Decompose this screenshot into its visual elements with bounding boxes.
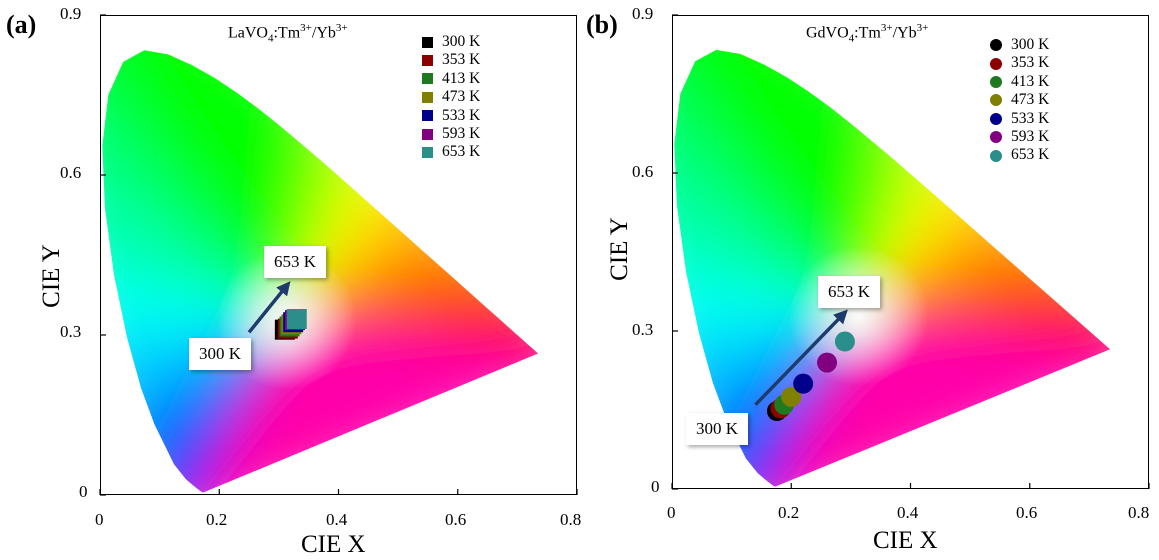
panel-b: (b) GdVO4:Tm3+/Yb3+ 0.9 0.6 0.3 0 0 0.2 …	[580, 0, 1159, 560]
y-tick-label: 0.9	[632, 4, 654, 23]
legend-item: 413 K	[990, 73, 1049, 91]
cie-chart-b	[671, 14, 1150, 490]
legend-swatch	[990, 57, 1002, 70]
legend-swatch	[990, 75, 1002, 88]
x-tick-label: 0.6	[1016, 503, 1038, 522]
y-axis-title: CIE Y	[38, 244, 65, 308]
x-tick-label: 0.4	[326, 510, 348, 529]
legend-item: 593 K	[422, 125, 480, 143]
data-point	[781, 386, 802, 407]
trend-arrow	[247, 281, 291, 334]
legend-swatch	[422, 91, 433, 103]
legend-swatch	[990, 131, 1002, 144]
legend-swatch	[422, 55, 433, 67]
legend-item: 413 K	[422, 70, 480, 88]
legend-swatch	[422, 36, 433, 48]
y-tick-label: 0.9	[60, 4, 82, 23]
y-tick-label: 0	[651, 477, 660, 496]
legend-item: 653 K	[990, 146, 1049, 164]
data-point	[286, 309, 307, 329]
legend-swatch	[422, 73, 433, 85]
legend-item: 473 K	[422, 88, 480, 106]
x-tick-label: 0.2	[206, 510, 228, 529]
panel-a: (a) LaVO4:Tm3+/Yb3+ 0.9 0.6 0.3 0 0 0.2 …	[6, 4, 582, 558]
x-tick-label: 0	[667, 503, 676, 522]
y-tick-label: 0.3	[632, 320, 654, 339]
callout-end-temp: 653 K	[818, 276, 881, 308]
legend-item: 593 K	[990, 128, 1049, 146]
panel-label: (a)	[6, 10, 37, 39]
callout-end-temp: 653 K	[264, 246, 327, 278]
y-tick-label: 0	[79, 482, 88, 501]
data-point	[817, 352, 838, 373]
x-axis-title: CIE X	[301, 531, 366, 558]
legend-swatch	[990, 94, 1002, 107]
y-tick-label: 0.3	[60, 322, 82, 341]
legend-swatch	[990, 112, 1002, 125]
chart-title: LaVO4:Tm3+/Yb3+	[228, 22, 348, 45]
x-tick-label: 0.2	[778, 503, 800, 522]
legend: 300 K 353 K 413 K 473 K 533 K 593 K 653 …	[422, 33, 480, 162]
callout-start-temp: 300 K	[189, 338, 252, 370]
legend-swatch	[422, 110, 433, 122]
y-tick-label: 0.6	[632, 162, 654, 181]
callout-start-temp: 300 K	[686, 413, 749, 445]
legend-item: 533 K	[422, 107, 480, 125]
legend-swatch	[422, 147, 433, 159]
legend-swatch	[422, 128, 433, 140]
data-point	[793, 373, 814, 394]
y-axis-title: CIE Y	[606, 217, 633, 281]
legend-item: 653 K	[422, 143, 480, 161]
legend-swatch	[990, 39, 1002, 52]
plot-frame	[672, 15, 1149, 489]
legend-item: 300 K	[422, 33, 480, 51]
x-tick-label: 0	[95, 510, 104, 529]
chart-title: GdVO4:Tm3+/Yb3+	[806, 22, 929, 45]
legend-item: 353 K	[422, 51, 480, 69]
x-axis-title: CIE X	[873, 527, 938, 554]
legend: 300 K 353 K 413 K 473 K 533 K 593 K 653 …	[990, 36, 1049, 165]
x-tick-label: 0.8	[1128, 503, 1150, 522]
legend-item: 533 K	[990, 110, 1049, 128]
plot-frame	[100, 15, 577, 495]
x-tick-label: 0.6	[445, 510, 467, 529]
y-tick-label: 0.6	[60, 163, 82, 182]
x-tick-label: 0.8	[560, 510, 582, 529]
legend-swatch	[990, 149, 1002, 162]
data-point	[834, 331, 855, 352]
x-tick-label: 0.4	[897, 503, 919, 522]
cie-chart-a	[99, 14, 578, 496]
legend-item: 300 K	[990, 36, 1049, 54]
panel-label: (b)	[586, 10, 618, 39]
legend-item: 353 K	[990, 54, 1049, 72]
trend-arrow	[754, 309, 848, 406]
legend-item: 473 K	[990, 91, 1049, 109]
